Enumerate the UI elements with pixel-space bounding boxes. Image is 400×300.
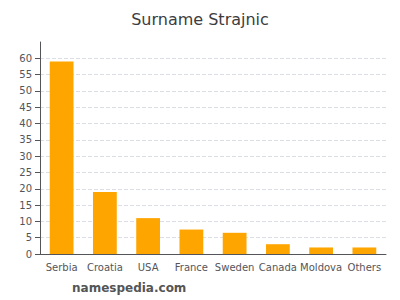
svg-text:55: 55 xyxy=(19,69,32,80)
svg-text:15: 15 xyxy=(19,200,32,211)
svg-text:Canada: Canada xyxy=(259,262,297,273)
svg-text:30: 30 xyxy=(19,151,32,162)
svg-text:Surname Strajnic: Surname Strajnic xyxy=(131,10,269,29)
svg-text:25: 25 xyxy=(19,167,32,178)
svg-text:namespedia.com: namespedia.com xyxy=(72,281,186,295)
svg-text:Croatia: Croatia xyxy=(87,262,123,273)
svg-text:45: 45 xyxy=(19,102,32,113)
svg-text:10: 10 xyxy=(19,216,32,227)
svg-text:60: 60 xyxy=(19,53,32,64)
svg-text:USA: USA xyxy=(138,262,159,273)
svg-text:5: 5 xyxy=(26,232,32,243)
svg-text:0: 0 xyxy=(26,249,32,260)
svg-text:20: 20 xyxy=(19,183,32,194)
svg-text:Others: Others xyxy=(348,262,382,273)
svg-text:50: 50 xyxy=(19,85,32,96)
svg-text:35: 35 xyxy=(19,134,32,145)
svg-text:40: 40 xyxy=(19,118,32,129)
svg-text:Serbia: Serbia xyxy=(46,262,78,273)
svg-text:France: France xyxy=(175,262,208,273)
svg-text:Sweden: Sweden xyxy=(215,262,255,273)
svg-text:Moldova: Moldova xyxy=(300,262,342,273)
